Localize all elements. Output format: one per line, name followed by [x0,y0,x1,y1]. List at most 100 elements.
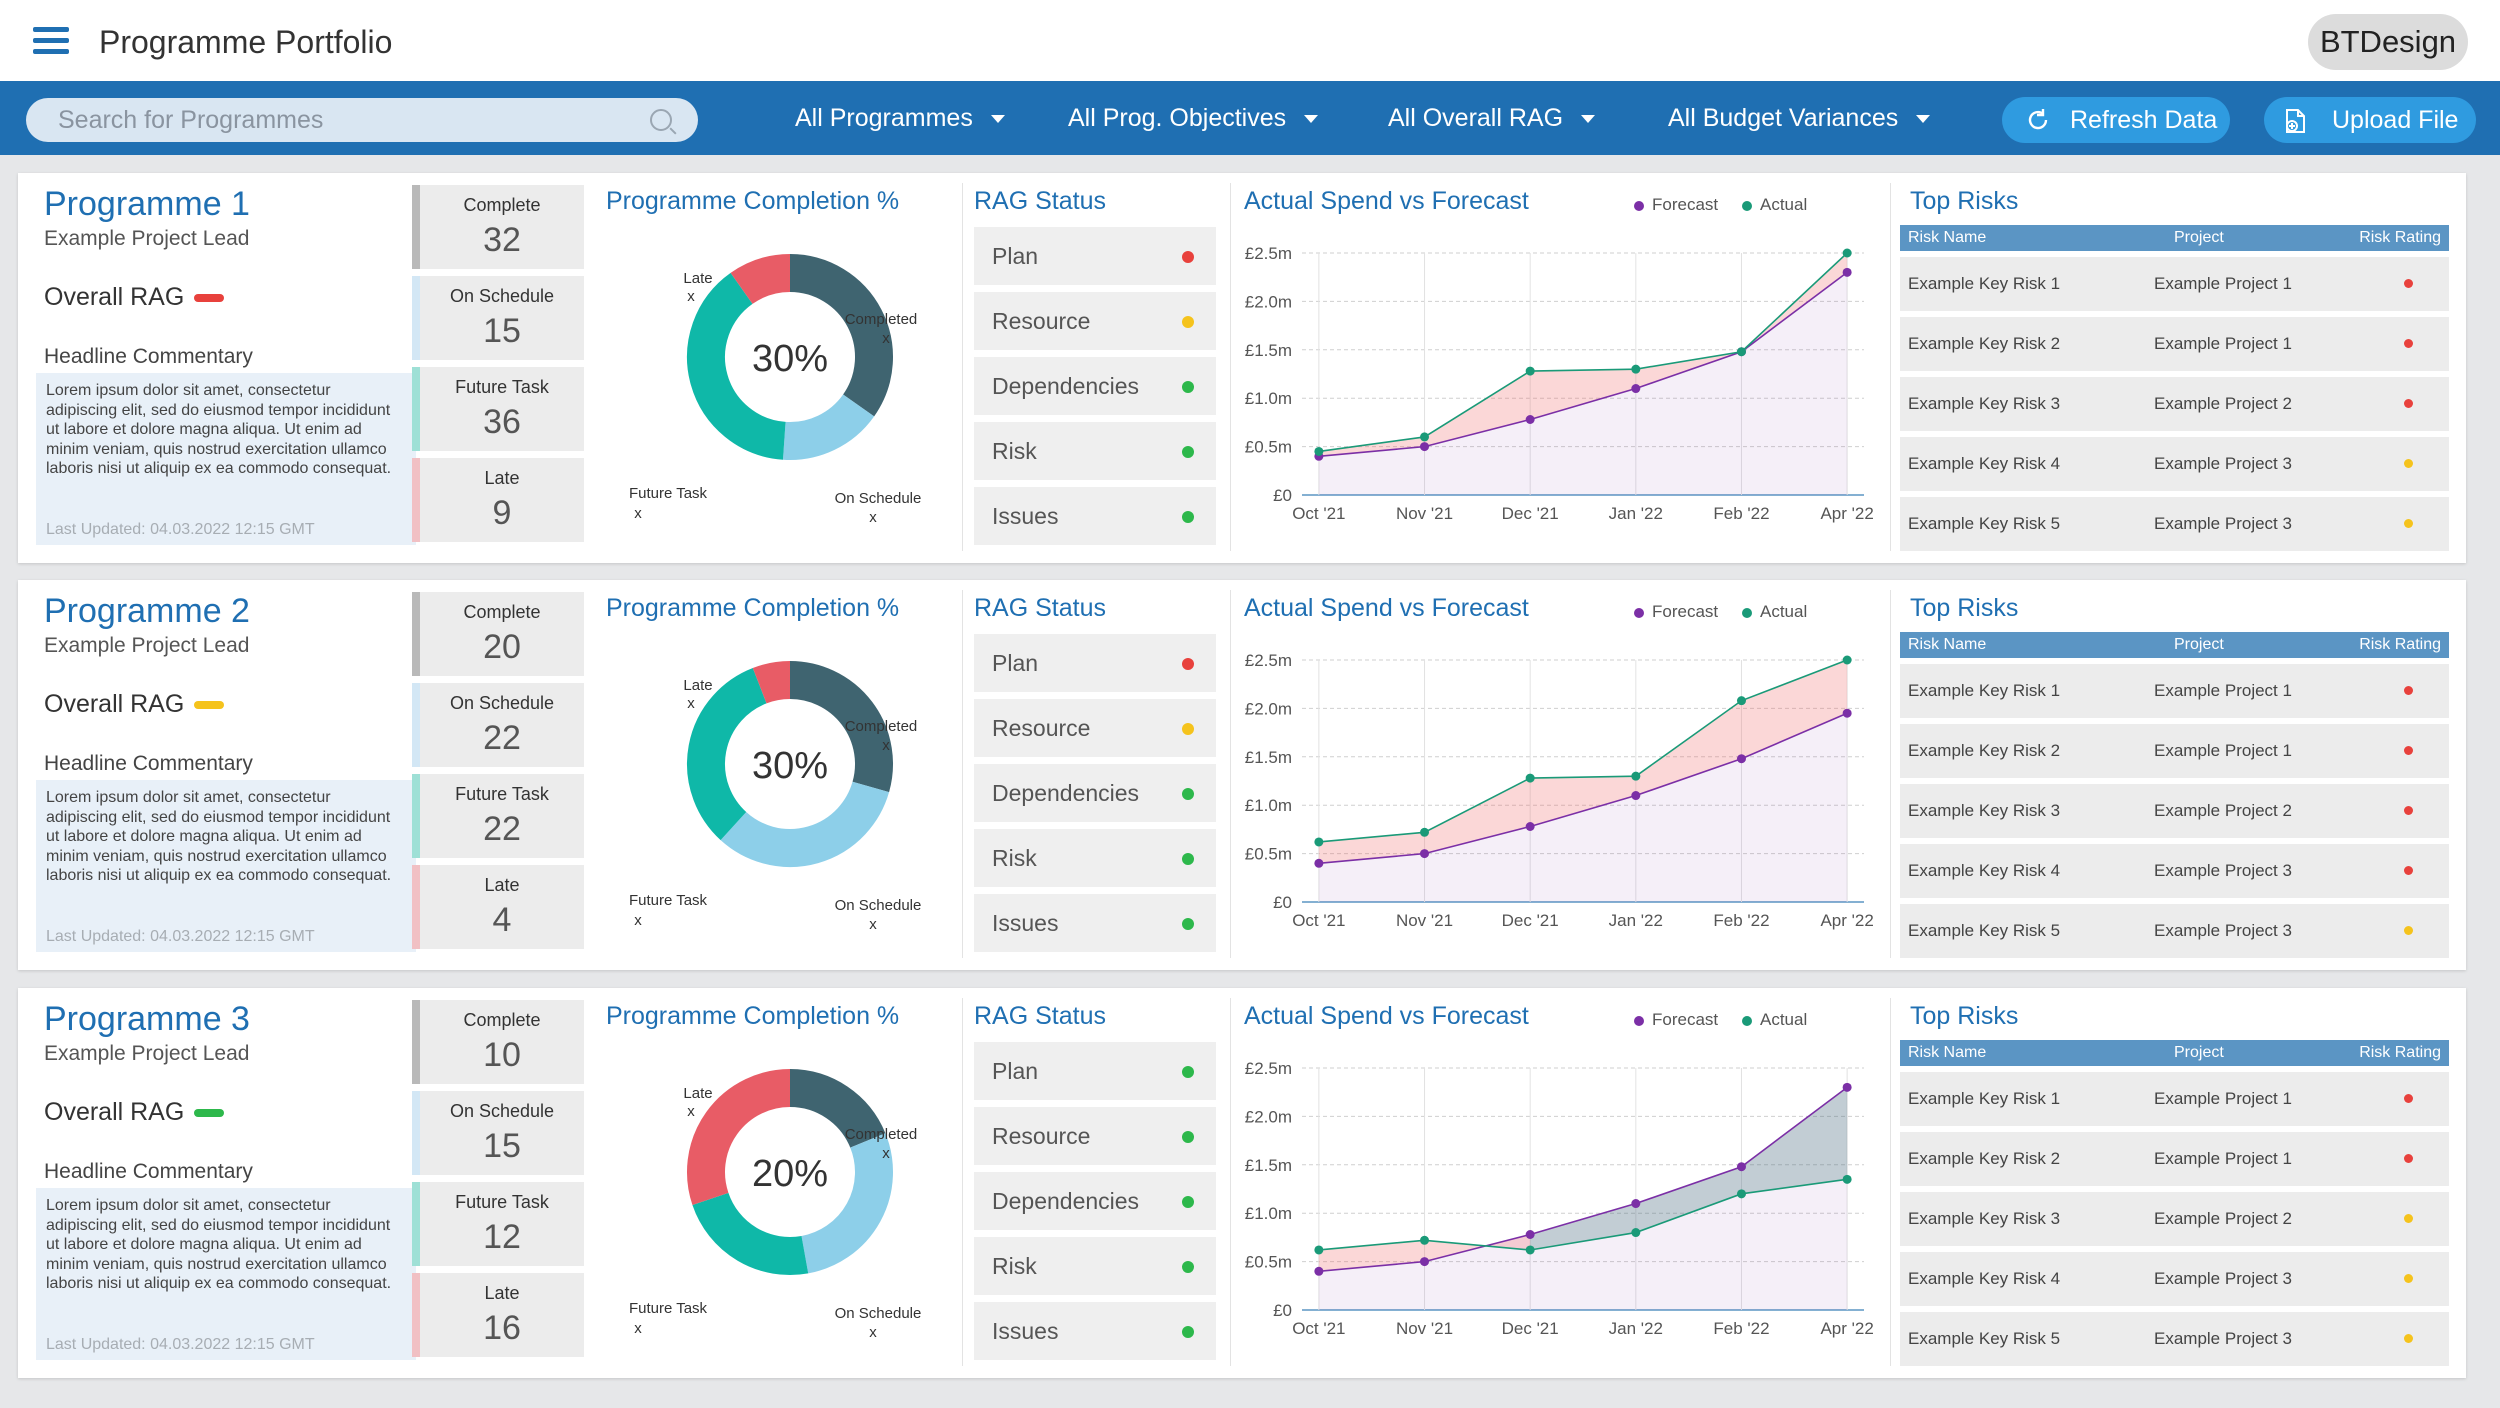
risk-row[interactable]: Example Key Risk 4 Example Project 3 [1900,1252,2449,1306]
risk-row[interactable]: Example Key Risk 4 Example Project 3 [1900,844,2449,898]
forecast-point[interactable] [1736,754,1746,764]
risk-row[interactable]: Example Key Risk 5 Example Project 3 [1900,497,2449,551]
programme-title[interactable]: Programme 3 [44,1000,250,1038]
programmes-filter-dropdown[interactable]: All Programmes [795,104,1005,133]
donut-segment-future[interactable] [687,667,768,841]
forecast-point[interactable] [1314,1266,1324,1276]
actual-point[interactable] [1736,347,1746,357]
forecast-point[interactable] [1525,414,1535,424]
actual-legend-dot [1742,607,1752,618]
donut-segment-late[interactable] [752,661,791,704]
rag-status-row[interactable]: Dependencies [974,357,1216,415]
rag-status-row[interactable]: Risk [974,829,1216,887]
rag-status-row[interactable]: Dependencies [974,1172,1216,1230]
search-input[interactable] [58,98,638,142]
budget-filter-dropdown[interactable]: All Budget Variances [1668,104,1931,133]
rag-status-row[interactable]: Plan [974,1042,1216,1100]
rag-status-row[interactable]: Plan [974,227,1216,285]
actual-point[interactable] [1314,837,1324,847]
stat-complete: Complete 32 [412,185,584,269]
risk-row[interactable]: Example Key Risk 1 Example Project 1 [1900,664,2449,718]
rag-filter-dropdown[interactable]: All Overall RAG [1388,104,1596,133]
forecast-point[interactable] [1736,1162,1746,1172]
actual-point[interactable] [1736,696,1746,706]
donut-segment-late[interactable] [687,1069,791,1205]
risk-row[interactable]: Example Key Risk 2 Example Project 1 [1900,1132,2449,1186]
actual-point[interactable] [1631,771,1641,781]
actual-point[interactable] [1842,248,1852,258]
headline-commentary-title: Headline Commentary [44,1160,253,1183]
donut-segment-on-schedule[interactable] [800,1133,893,1274]
rag-status-row[interactable]: Risk [974,1237,1216,1295]
actual-point[interactable] [1842,1174,1852,1184]
rag-status-row[interactable]: Resource [974,292,1216,350]
forecast-point[interactable] [1631,791,1641,801]
forecast-point[interactable] [1842,267,1852,277]
forecast-point[interactable] [1525,821,1535,831]
risk-row[interactable]: Example Key Risk 1 Example Project 1 [1900,257,2449,311]
rag-status-row[interactable]: Risk [974,422,1216,480]
search-icon[interactable] [650,109,672,131]
risk-rating-dot [2404,1214,2413,1223]
donut-segment-late[interactable] [730,254,791,305]
forecast-point[interactable] [1631,1199,1641,1209]
forecast-point[interactable] [1420,442,1430,452]
actual-point[interactable] [1314,1245,1324,1255]
menu-icon[interactable] [33,27,69,55]
risk-project: Example Project 3 [2154,861,2292,880]
forecast-point[interactable] [1420,849,1430,859]
donut-segment-completed[interactable] [789,661,893,793]
risk-row[interactable]: Example Key Risk 5 Example Project 3 [1900,1312,2449,1366]
risk-row[interactable]: Example Key Risk 2 Example Project 1 [1900,317,2449,371]
forecast-point[interactable] [1314,858,1324,868]
upload-file-button[interactable]: Upload File [2264,97,2476,143]
actual-point[interactable] [1631,1228,1641,1238]
actual-point[interactable] [1525,366,1535,376]
donut-segment-future[interactable] [692,1192,809,1275]
actual-point[interactable] [1314,446,1324,456]
actual-point[interactable] [1842,655,1852,665]
risk-row[interactable]: Example Key Risk 3 Example Project 2 [1900,377,2449,431]
donut-segment-future[interactable] [687,272,787,460]
divider [1890,183,1891,551]
risk-row[interactable]: Example Key Risk 2 Example Project 1 [1900,724,2449,778]
forecast-point[interactable] [1842,708,1852,718]
rag-status-row[interactable]: Plan [974,634,1216,692]
actual-point[interactable] [1525,1245,1535,1255]
risk-row[interactable]: Example Key Risk 3 Example Project 2 [1900,784,2449,838]
programme-title[interactable]: Programme 2 [44,592,250,630]
actual-point[interactable] [1420,432,1430,442]
actual-point[interactable] [1420,1235,1430,1245]
rag-status-row[interactable]: Issues [974,1302,1216,1360]
top-risks-title: Top Risks [1910,594,2019,622]
forecast-point[interactable] [1420,1257,1430,1267]
rag-status-dot [1182,788,1194,800]
actual-point[interactable] [1631,364,1641,374]
risk-row[interactable]: Example Key Risk 5 Example Project 3 [1900,904,2449,958]
rag-status-row[interactable]: Dependencies [974,764,1216,822]
rag-status-row[interactable]: Resource [974,699,1216,757]
donut-segment-completed[interactable] [789,254,893,417]
forecast-point[interactable] [1842,1082,1852,1092]
objectives-filter-dropdown[interactable]: All Prog. Objectives [1068,104,1319,133]
risk-row[interactable]: Example Key Risk 1 Example Project 1 [1900,1072,2449,1126]
risk-row[interactable]: Example Key Risk 4 Example Project 3 [1900,437,2449,491]
donut-segment-completed[interactable] [789,1069,886,1149]
y-tick-label: £1.0m [1245,796,1292,815]
forecast-point[interactable] [1525,1229,1535,1239]
forecast-point[interactable] [1631,384,1641,394]
actual-point[interactable] [1736,1189,1746,1199]
refresh-data-button[interactable]: Refresh Data [2002,97,2230,143]
programme-title[interactable]: Programme 1 [44,185,250,223]
page-title: Programme Portfolio [99,24,393,60]
actual-point[interactable] [1420,827,1430,837]
rag-status-row[interactable]: Issues [974,894,1216,952]
spend-line-chart: £0 £0.5m £1.0m £1.5m £2.0m £2.5m Oct '21 Nov '2… [1245,651,1874,930]
donut-segment-on-schedule[interactable] [782,393,875,460]
programme-lead: Example Project Lead [44,227,250,250]
rag-status-row[interactable]: Issues [974,487,1216,545]
risk-row[interactable]: Example Key Risk 3 Example Project 2 [1900,1192,2449,1246]
actual-point[interactable] [1525,773,1535,783]
donut-segment-on-schedule[interactable] [720,781,890,867]
rag-status-row[interactable]: Resource [974,1107,1216,1165]
